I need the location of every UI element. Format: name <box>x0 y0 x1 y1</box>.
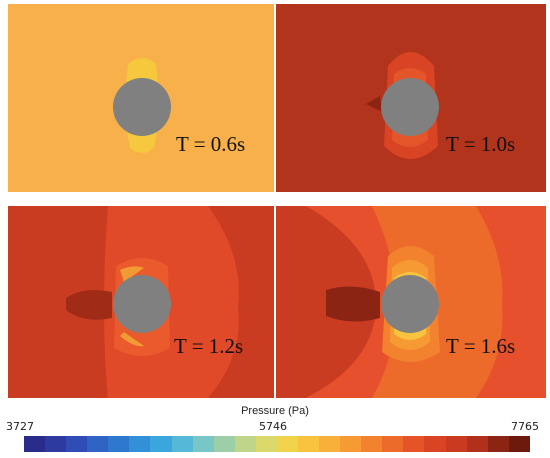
colorbar-swatch <box>234 436 256 452</box>
colorbar-swatch <box>276 436 299 452</box>
colorbar-swatch <box>445 436 467 452</box>
pressure-field-t16 <box>276 206 546 398</box>
colorbar-swatch <box>129 436 151 452</box>
colorbar-swatch <box>171 436 193 452</box>
time-label: T = 1.0s <box>446 132 516 156</box>
cylinder <box>113 275 171 333</box>
pressure-field-t12 <box>8 206 274 398</box>
colorbar-swatch <box>24 436 46 452</box>
colorbar-swatch <box>319 436 341 452</box>
colorbar-swatch <box>508 436 530 452</box>
colorbar-swatch <box>150 436 172 452</box>
cylinder <box>381 275 439 333</box>
colorbar-swatch <box>340 436 362 452</box>
colorbar-swatch <box>255 436 277 452</box>
cylinder <box>113 78 171 136</box>
colorbar-max-label: 7765 <box>511 420 539 433</box>
panel-t06: T = 0.6s <box>8 4 274 192</box>
colorbar-swatch <box>403 436 425 452</box>
colorbar <box>24 436 530 452</box>
panel-t16: T = 1.6s <box>276 206 546 398</box>
time-label: T = 0.6s <box>176 132 246 156</box>
panel-t10: T = 1.0s <box>276 4 546 192</box>
colorbar-swatch <box>108 436 130 452</box>
panel-t12: T = 1.2s <box>8 206 274 398</box>
colorbar-min-label: 3727 <box>6 420 34 433</box>
colorbar-swatch <box>213 436 235 452</box>
colorbar-swatch <box>382 436 404 452</box>
colorbar-swatch <box>466 436 488 452</box>
colorbar-swatch <box>192 436 214 452</box>
colorbar-mid-label: 5746 <box>259 420 287 433</box>
colorbar-swatch <box>424 436 446 452</box>
colorbar-swatch <box>361 436 383 452</box>
colorbar-swatch <box>45 436 67 452</box>
colorbar-swatch <box>298 436 320 452</box>
colorbar-swatch <box>66 436 88 452</box>
cylinder <box>381 78 439 136</box>
colorbar-swatch <box>487 436 509 452</box>
pressure-field-t10 <box>276 4 546 192</box>
colorbar-swatch <box>87 436 109 452</box>
pressure-field-t06 <box>8 4 274 192</box>
time-label: T = 1.2s <box>174 334 244 358</box>
colorbar-title: Pressure (Pa) <box>241 405 309 417</box>
time-label: T = 1.6s <box>446 334 516 358</box>
